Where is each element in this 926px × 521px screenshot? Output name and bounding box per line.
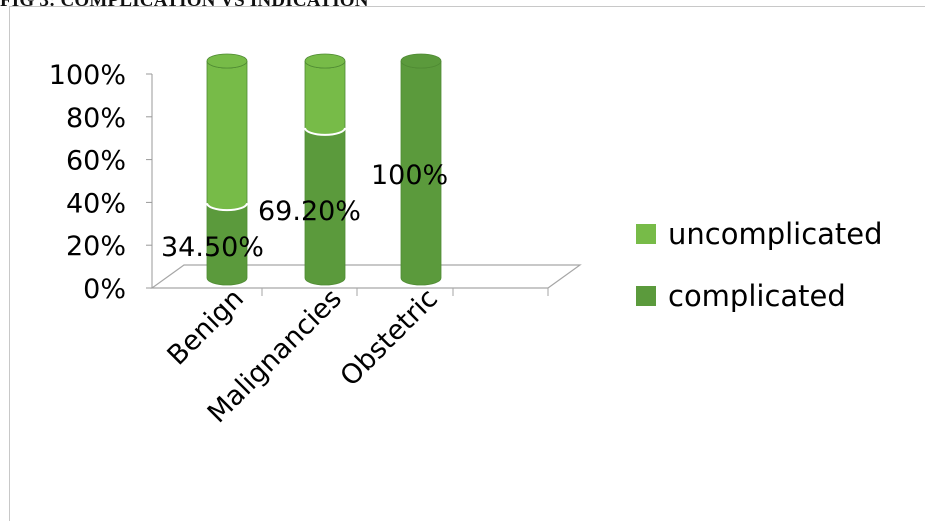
legend: uncomplicated complicated xyxy=(636,217,883,313)
bar-uncomplicated xyxy=(206,60,248,211)
legend-label: uncomplicated xyxy=(668,217,883,251)
segment-divider xyxy=(304,127,346,136)
legend-swatch xyxy=(636,286,656,306)
chart-frame xyxy=(9,6,925,521)
legend-label: complicated xyxy=(668,279,846,313)
bar-uncomplicated xyxy=(304,60,346,136)
bar-top-cap xyxy=(206,53,248,69)
bar-top-cap xyxy=(400,53,442,69)
data-label: 100% xyxy=(371,160,448,191)
segment-divider xyxy=(206,202,248,212)
figure-title: FIG 3: COMPLICATION VS INDICATION xyxy=(0,0,369,11)
data-label: 69.20% xyxy=(258,196,361,227)
y-axis: 0% 20% 40% 60% 80% 100% xyxy=(49,60,153,305)
floor-plane xyxy=(150,264,582,289)
data-label: 34.50% xyxy=(161,232,264,263)
y-tick-label: 60% xyxy=(66,146,126,177)
y-tick-label: 100% xyxy=(49,60,126,91)
y-tick-label: 80% xyxy=(66,103,126,134)
bar-top-cap xyxy=(304,53,346,69)
category-label: Obstetric xyxy=(335,283,444,392)
bars xyxy=(206,53,442,286)
y-tick-label: 40% xyxy=(66,188,126,219)
category-label: Benign xyxy=(162,283,250,371)
chart-floor xyxy=(150,264,582,296)
data-labels: 34.50% 69.20% 100% xyxy=(161,160,448,263)
legend-swatch xyxy=(636,224,656,244)
y-tick-label: 20% xyxy=(66,231,126,262)
y-tick-label: 0% xyxy=(83,274,126,305)
